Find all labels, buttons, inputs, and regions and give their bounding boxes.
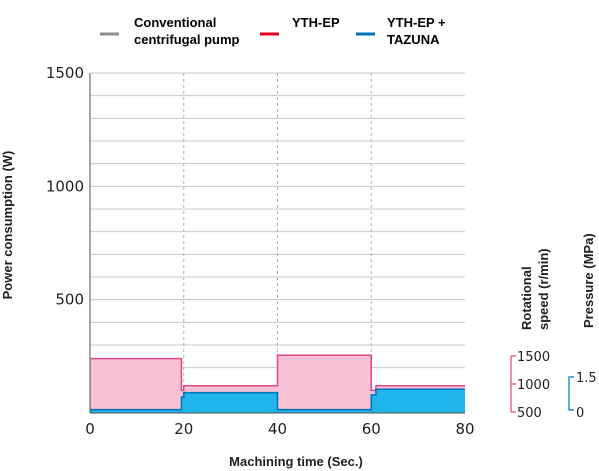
rotational-speed-title-line: Rotational <box>519 266 534 330</box>
legend-label: YTH-EP <box>292 15 340 30</box>
rotational-speed-tick-label: 1500 <box>517 350 550 365</box>
legend-label: YTH-EP + <box>387 15 446 30</box>
axes <box>89 73 465 414</box>
secondary-scales: Rotational speed (r/min) 1500 1000 500 Pressu… <box>510 233 597 421</box>
pressure-tick-label: 1.5 <box>576 371 597 386</box>
x-tick-label: 0 <box>85 420 95 438</box>
gridlines <box>90 72 465 413</box>
pressure-title: Pressure (MPa) <box>581 233 596 328</box>
legend-item: Conventional centrifugal pump <box>100 15 240 47</box>
legend-item: YTH-EP + TAZUNA <box>356 15 446 47</box>
plot-area <box>90 354 465 413</box>
x-tick-labels: 0 20 40 60 80 <box>85 420 474 438</box>
pressure-bracket <box>568 376 574 411</box>
rotational-speed-title: Rotational speed (r/min) <box>519 248 551 330</box>
x-tick-label: 80 <box>455 420 474 438</box>
rotational-speed-tick-label: 500 <box>517 406 542 421</box>
legend-label: TAZUNA <box>387 32 440 47</box>
x-tick-label: 20 <box>174 420 193 438</box>
x-tick-label: 40 <box>268 420 287 438</box>
y-tick-labels: 500 1000 1500 <box>46 64 84 309</box>
area-line <box>90 388 465 411</box>
y-tick-label: 1000 <box>46 177 84 195</box>
legend: Conventional centrifugal pump YTH-EP YTH-EP… <box>100 15 446 47</box>
legend-item: YTH-EP <box>260 15 340 36</box>
pressure-tick-label: 0 <box>576 406 584 421</box>
legend-label: centrifugal pump <box>134 32 240 47</box>
y-tick-label: 1500 <box>46 64 84 82</box>
y-tick-label: 500 <box>55 291 84 309</box>
rotational-speed-title-line: speed (r/min) <box>536 248 551 330</box>
legend-label: Conventional <box>134 15 216 30</box>
x-tick-label: 60 <box>362 420 381 438</box>
rotational-speed-tick-label: 1000 <box>517 378 550 393</box>
x-axis-title: Machining time (Sec.) <box>229 454 363 469</box>
y-axis-title: Power consumption (W) <box>0 151 15 300</box>
